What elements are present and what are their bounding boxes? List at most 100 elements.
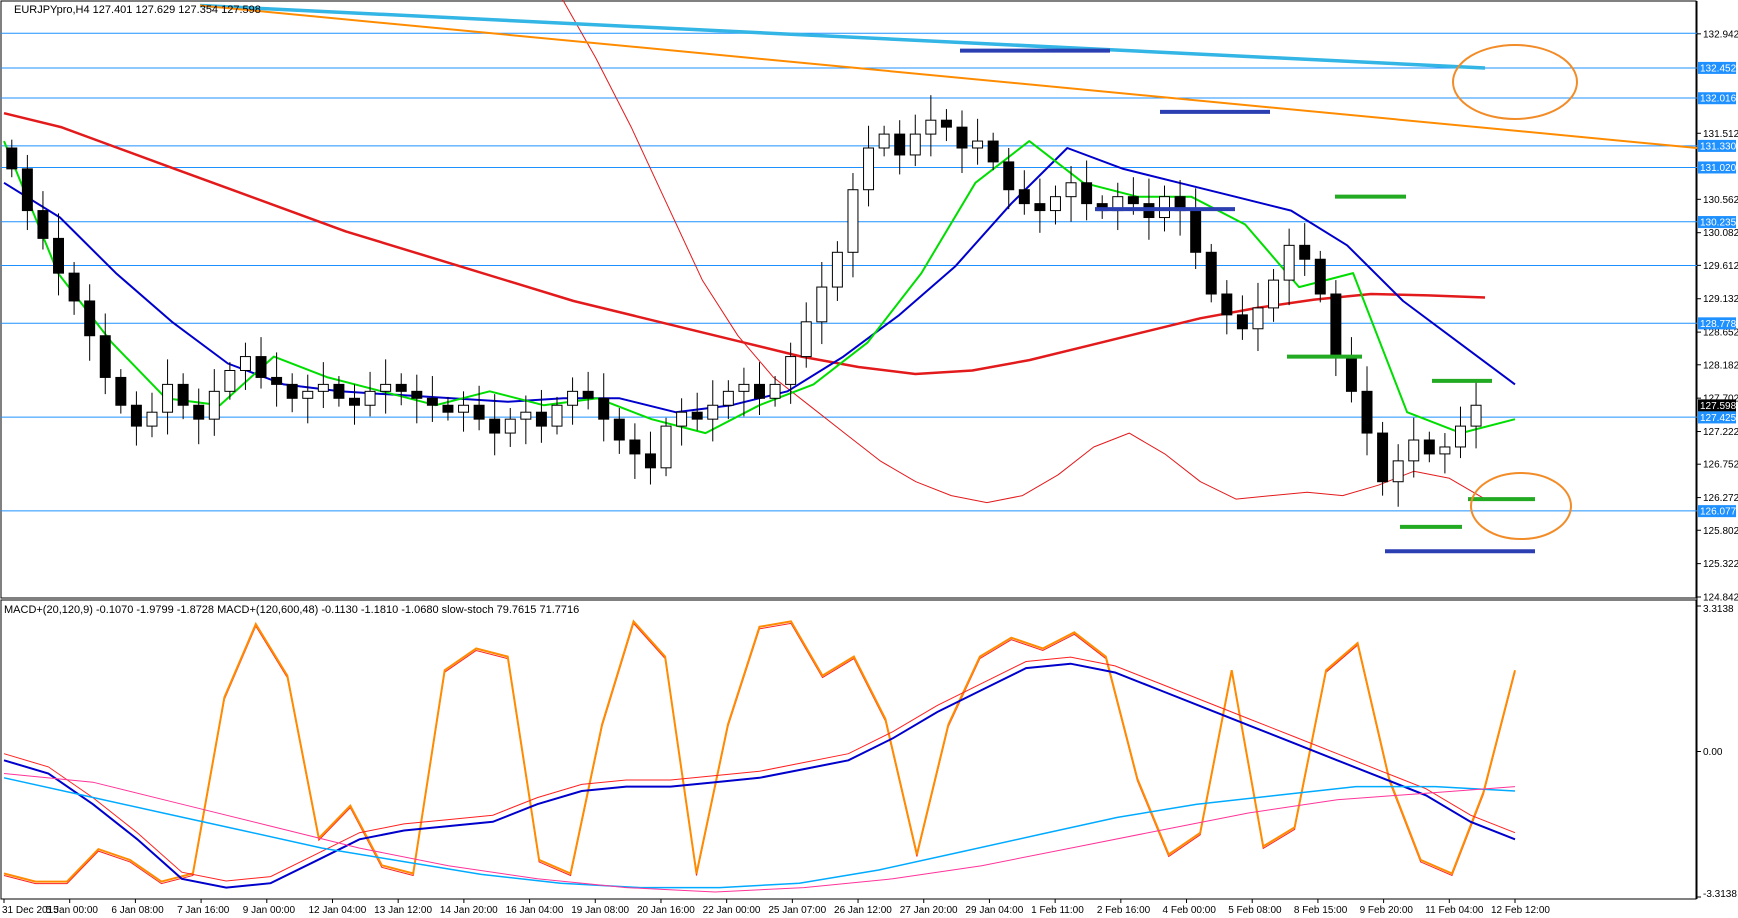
y-tick-label: 128.652	[1703, 328, 1738, 339]
candle-bear	[442, 404, 454, 413]
candles	[6, 95, 1482, 507]
level-tag	[1698, 161, 1736, 174]
candle-bull	[660, 425, 672, 469]
candle-bear	[84, 300, 96, 337]
candle-bear	[115, 376, 127, 406]
candle-bear	[598, 397, 610, 420]
level-tag-label: 132.452	[1700, 63, 1737, 74]
candle-bear	[53, 237, 65, 274]
x-tick-label: 13 Jan 12:00	[374, 905, 432, 916]
price-line-trend-cyan	[199, 3, 1486, 70]
candle-bear	[395, 383, 407, 392]
candle-bull	[567, 390, 579, 406]
candle-bull	[1049, 196, 1061, 212]
candle-bull	[1470, 404, 1482, 427]
candle-bear	[1003, 161, 1015, 191]
candle-bear	[644, 453, 656, 469]
price-line-trend-orange	[199, 4, 1698, 149]
highlight-circle-lower	[1470, 472, 1572, 541]
candle-bull	[504, 418, 516, 434]
candle-bull	[1408, 439, 1420, 462]
x-tick-label: 5 Feb 08:00	[1228, 905, 1282, 916]
candle-bear	[1081, 182, 1093, 205]
candle-bull	[863, 147, 875, 191]
highlight-circle-upper	[1452, 43, 1578, 120]
x-tick-label: 11 Feb 04:00	[1425, 905, 1484, 916]
y-tick-label: 130.082	[1703, 228, 1738, 239]
y-tick-label: 131.512	[1703, 129, 1738, 140]
candle-bear	[956, 126, 968, 149]
y-axis-ticks: 132.942 131.512 130.562 130.082 129.612 129.1…	[1697, 29, 1738, 900]
y-tick-label: 129.612	[1703, 261, 1738, 272]
candle-bear	[1377, 432, 1389, 483]
x-tick-label: 25 Jan 07:00	[768, 905, 826, 916]
candle-bear	[1018, 189, 1030, 205]
candle-bull	[317, 383, 329, 392]
ind-y-tick-label: -3.3138	[1703, 889, 1737, 900]
horizontal-levels[interactable]	[1, 32, 1697, 512]
candle-bull	[1439, 446, 1451, 455]
macd2-signal-line	[3, 773, 1516, 893]
y-tick-label: 132.942	[1703, 29, 1738, 40]
candle-bull	[769, 383, 781, 399]
candle-bull	[239, 356, 251, 371]
price-level-tags: 132.452 132.016 131.330 131.020 130.235 128.7…	[1698, 61, 1737, 518]
candle-bear	[333, 383, 345, 399]
x-tick-label: 7 Jan 16:00	[177, 905, 230, 916]
candle-bull	[146, 411, 158, 427]
candle-bull	[878, 133, 890, 149]
candle-bear	[1345, 356, 1357, 392]
price-line-sma-thin	[562, 0, 1486, 504]
candle-bear	[6, 147, 18, 170]
x-tick-label: 8 Feb 15:00	[1294, 905, 1348, 916]
candle-bull	[551, 404, 563, 427]
candle-bear	[193, 404, 205, 420]
level-tag	[1698, 92, 1736, 105]
x-tick-label: 12 Feb 12:00	[1491, 905, 1550, 916]
indicator-lines	[3, 619, 1516, 893]
candle-bull	[302, 390, 314, 399]
candle-bear	[535, 411, 547, 427]
macd2-main-line	[3, 777, 1516, 889]
price-info-label: EURJPYpro,H4 127.401 127.629 127.354 127…	[14, 4, 261, 16]
y-tick-label: 125.322	[1703, 559, 1738, 570]
y-tick-label: 126.752	[1703, 460, 1738, 471]
candle-bear	[1299, 244, 1311, 260]
x-tick-label: 16 Jan 04:00	[506, 905, 564, 916]
level-tag-label: 126.077	[1700, 507, 1737, 518]
candle-bull	[925, 119, 937, 135]
candle-bear	[1190, 210, 1202, 253]
current-price-label: 127.598	[1700, 401, 1737, 412]
candle-bear	[99, 335, 111, 378]
candle-bear	[286, 383, 298, 399]
level-tag-label: 132.016	[1700, 94, 1737, 105]
candle-bear	[1330, 293, 1342, 358]
x-tick-label: 6 Jan 08:00	[111, 905, 164, 916]
candle-bear	[582, 390, 594, 399]
candle-bull	[364, 390, 376, 406]
candle-bear	[271, 376, 283, 385]
candle-bull	[1392, 460, 1404, 483]
ind-y-tick-label: 0.00	[1703, 747, 1723, 758]
x-tick-label: 4 Feb 00:00	[1163, 905, 1217, 916]
x-tick-label: 29 Jan 04:00	[965, 905, 1023, 916]
candle-bear	[37, 210, 49, 239]
candle-bull	[1283, 244, 1295, 281]
candle-bull	[972, 140, 984, 149]
candle-bull	[722, 390, 734, 406]
level-tag-label: 131.330	[1700, 141, 1737, 152]
candle-bull	[707, 404, 719, 420]
candle-bull	[1065, 182, 1077, 198]
y-tick-label: 124.842	[1703, 593, 1738, 604]
y-tick-label: 129.132	[1703, 294, 1738, 305]
candle-bear	[177, 383, 189, 406]
stoch-main-line	[3, 619, 1516, 883]
y-tick-label: 128.182	[1703, 360, 1738, 371]
level-tag	[1698, 139, 1736, 152]
level-markers	[960, 48, 1535, 554]
macd-signal-line	[3, 656, 1516, 882]
candle-bear	[1361, 390, 1373, 434]
y-tick-label: 127.702	[1703, 394, 1738, 405]
x-tick-label: 19 Jan 08:00	[571, 905, 629, 916]
